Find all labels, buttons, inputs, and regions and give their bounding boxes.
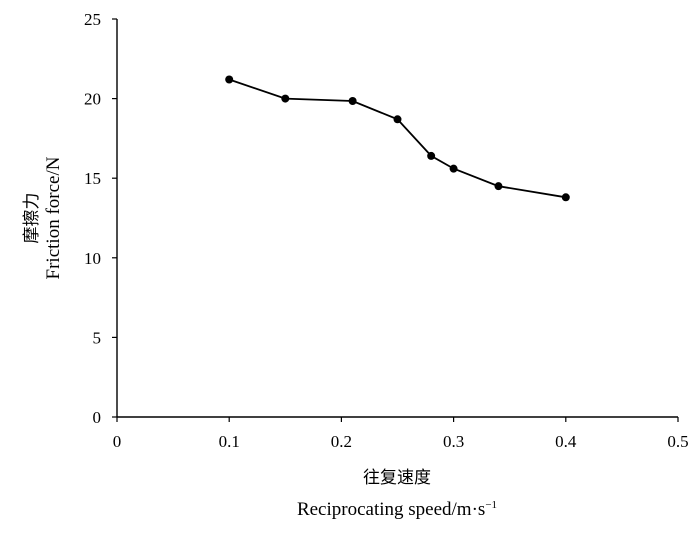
data-point bbox=[427, 151, 436, 160]
y-axis-title-cn: 摩擦力 bbox=[22, 193, 42, 244]
y-axis-title: 摩擦力 Friction force/N bbox=[22, 156, 64, 279]
data-point bbox=[348, 96, 357, 105]
y-tick-label: 20 bbox=[84, 90, 101, 109]
x-axis-title-en-sup: −1 bbox=[485, 499, 497, 511]
x-tick-label: 0 bbox=[113, 432, 122, 451]
x-tick-label: 0.1 bbox=[219, 432, 240, 451]
series-group bbox=[225, 75, 570, 202]
y-tick-label: 15 bbox=[84, 169, 101, 188]
y-axis-title-en: Friction force/N bbox=[43, 156, 64, 279]
y-tick-label: 5 bbox=[93, 328, 102, 347]
data-point bbox=[561, 193, 570, 202]
data-point bbox=[281, 94, 290, 103]
x-tick-label: 0.5 bbox=[667, 432, 688, 451]
data-point bbox=[393, 115, 402, 124]
x-tick-label: 0.3 bbox=[443, 432, 464, 451]
x-axis-title-en-main: Reciprocating speed/m·s bbox=[297, 499, 485, 520]
axes bbox=[116, 19, 678, 418]
x-axis-title-en: Reciprocating speed/m·s−1 bbox=[297, 499, 497, 520]
y-tick-label: 25 bbox=[84, 10, 101, 29]
data-point bbox=[225, 75, 234, 84]
x-tick-label: 0.2 bbox=[331, 432, 352, 451]
y-ticks: 0 5 10 15 20 25 bbox=[84, 10, 117, 427]
data-point bbox=[494, 182, 503, 191]
y-tick-label: 10 bbox=[84, 249, 101, 268]
x-axis-title-cn: 往复速度 bbox=[363, 468, 431, 488]
data-point bbox=[449, 164, 458, 173]
series-line bbox=[228, 78, 566, 199]
x-ticks: 0 0.1 0.2 0.3 0.4 0.5 bbox=[113, 417, 689, 451]
y-tick-label: 0 bbox=[93, 408, 102, 427]
x-tick-label: 0.4 bbox=[555, 432, 577, 451]
